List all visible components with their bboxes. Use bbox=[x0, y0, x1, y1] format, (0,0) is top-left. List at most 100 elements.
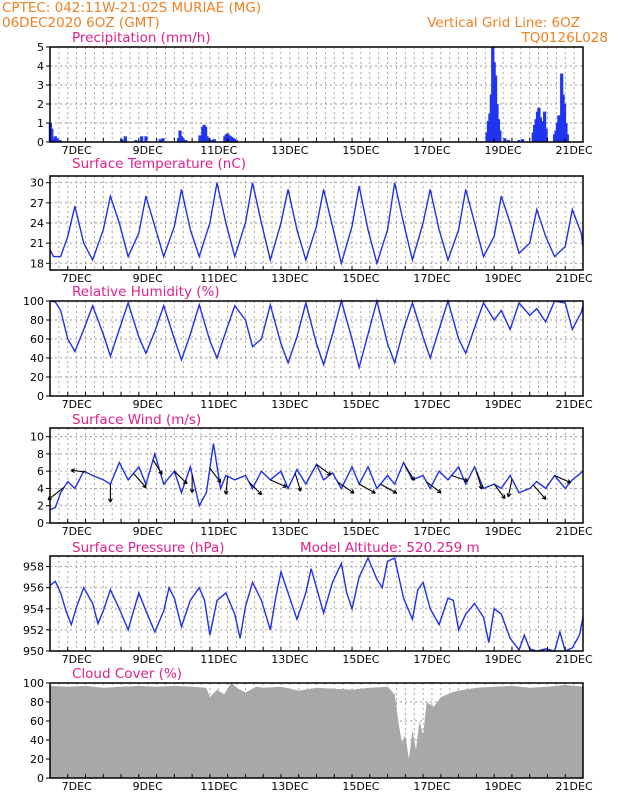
pressure-xtick-label: 19DEC bbox=[484, 653, 521, 666]
wind-arrow bbox=[316, 463, 332, 476]
precip-bar bbox=[498, 130, 502, 142]
precip-ytick-label: 1 bbox=[37, 117, 44, 130]
precip-xtick-label: 21DEC bbox=[556, 144, 593, 157]
pressure-xtick-label: 9DEC bbox=[133, 653, 163, 666]
pressure-xtick-label: 7DEC bbox=[62, 653, 92, 666]
precip-bar bbox=[53, 136, 57, 142]
precip-xtick-label: 13DEC bbox=[271, 144, 308, 157]
precip-ytick-label: 5 bbox=[37, 41, 44, 54]
wind-arrow bbox=[270, 479, 287, 488]
wind-ytick-label: 0 bbox=[37, 517, 44, 530]
wind-panel: 0 2 4 6 8 10 7DEC 9DEC 11DEC 13DEC 15DEC 17DEC 19DEC… bbox=[30, 427, 593, 538]
precip-bar bbox=[123, 136, 127, 142]
wind-arrow bbox=[294, 473, 302, 492]
humidity-ytick-label: 80 bbox=[30, 314, 44, 327]
precip-xtick-label: 17DEC bbox=[413, 144, 450, 157]
wind-xtick-label: 7DEC bbox=[62, 525, 92, 538]
pressure-xtick-label: 17DEC bbox=[413, 653, 450, 666]
precip-bar bbox=[181, 138, 185, 142]
pressure-ytick-label: 952 bbox=[23, 624, 44, 637]
precip-bar bbox=[184, 140, 188, 142]
cloud-ytick-label: 0 bbox=[37, 772, 44, 785]
precip-title: Precipitation (mm/h) bbox=[72, 30, 211, 46]
precip-bar bbox=[565, 134, 569, 142]
wind-xtick-label: 15DEC bbox=[342, 525, 379, 538]
pressure-series-line bbox=[49, 556, 584, 652]
pressure-ytick-label: 954 bbox=[23, 603, 44, 616]
precip-xtick-label: 19DEC bbox=[484, 144, 521, 157]
wind-series-line bbox=[49, 443, 584, 511]
humidity-xtick-label: 21DEC bbox=[556, 398, 593, 411]
humidity-xtick-label: 17DEC bbox=[413, 398, 450, 411]
wind-xtick-label: 19DEC bbox=[484, 525, 521, 538]
temperature-xtick-label: 19DEC bbox=[484, 272, 521, 285]
precip-bar bbox=[161, 138, 165, 142]
humidity-ytick-label: 100 bbox=[23, 295, 44, 308]
temperature-ytick-label: 30 bbox=[30, 177, 44, 190]
cloud-cover-area bbox=[50, 683, 583, 778]
cloud-xtick-label: 21DEC bbox=[556, 780, 593, 793]
cloud-ytick-label: 40 bbox=[30, 734, 44, 747]
temperature-xtick-label: 9DEC bbox=[133, 272, 163, 285]
temperature-xtick-label: 13DEC bbox=[271, 272, 308, 285]
temperature-series-line bbox=[49, 182, 584, 267]
wind-arrow bbox=[404, 465, 415, 481]
cloud-xtick-label: 9DEC bbox=[133, 780, 163, 793]
wind-arrow bbox=[152, 459, 163, 475]
precip-bar bbox=[520, 139, 525, 142]
temperature-xtick-label: 21DEC bbox=[556, 272, 593, 285]
precip-bar bbox=[544, 128, 548, 142]
wind-arrow bbox=[358, 483, 376, 494]
wind-ytick-label: 8 bbox=[37, 448, 44, 461]
header-station: CPTEC: 042:11W-21:02S MURIAE (MG) bbox=[2, 0, 261, 16]
precip-xtick-label: 11DEC bbox=[200, 144, 237, 157]
pressure-xtick-label: 15DEC bbox=[342, 653, 379, 666]
cloud-panel: 0 20 40 60 80 100 7DEC 9DEC 11DEC 13DEC 15DEC 17DEC… bbox=[23, 677, 593, 793]
precip-bar bbox=[158, 139, 162, 142]
wind-ytick-label: 10 bbox=[30, 431, 44, 444]
pressure-xtick-label: 21DEC bbox=[556, 653, 593, 666]
temperature-xtick-label: 15DEC bbox=[342, 272, 379, 285]
wind-arrow bbox=[506, 478, 513, 498]
precip-bar bbox=[144, 136, 148, 142]
humidity-ytick-label: 0 bbox=[37, 390, 44, 403]
pressure-ytick-label: 956 bbox=[23, 582, 44, 595]
pressure-panel: 950 952 954 956 958 7DEC 9DEC 11DEC 13DEC 15DEC 17… bbox=[23, 555, 593, 666]
precip-bar bbox=[55, 138, 59, 142]
precip-bar bbox=[503, 138, 507, 142]
wind-arrow bbox=[426, 481, 442, 494]
cloud-xtick-label: 17DEC bbox=[413, 780, 450, 793]
precip-xtick-label: 9DEC bbox=[133, 144, 163, 157]
pressure-xtick-label: 11DEC bbox=[200, 653, 237, 666]
temperature-ytick-label: 21 bbox=[30, 237, 44, 250]
temperature-xtick-label: 17DEC bbox=[413, 272, 450, 285]
wind-arrow bbox=[108, 484, 113, 503]
pressure-xtick-label: 13DEC bbox=[271, 653, 308, 666]
wind-arrow bbox=[380, 483, 398, 494]
precip-bar bbox=[234, 140, 238, 142]
humidity-xtick-label: 9DEC bbox=[133, 398, 163, 411]
header-run-time: 06DEC2020 6OZ (GMT) bbox=[2, 15, 160, 31]
wind-arrow bbox=[133, 472, 147, 489]
cloud-ytick-label: 60 bbox=[30, 715, 44, 728]
wind-xtick-label: 13DEC bbox=[271, 525, 308, 538]
temperature-xtick-label: 11DEC bbox=[200, 272, 237, 285]
temperature-title: Surface Temperature (nC) bbox=[72, 156, 246, 172]
wind-title: Surface Wind (m/s) bbox=[72, 412, 201, 428]
cloud-xtick-label: 19DEC bbox=[484, 780, 521, 793]
wind-arrow bbox=[248, 481, 263, 496]
model-altitude-label: Model Altitude: 520.259 m bbox=[300, 540, 480, 556]
wind-xtick-label: 11DEC bbox=[200, 525, 237, 538]
cloud-ytick-label: 100 bbox=[23, 677, 44, 690]
cloud-cover-title: Cloud Cover (%) bbox=[72, 666, 182, 682]
precip-bar bbox=[543, 111, 547, 142]
precip-bar bbox=[50, 128, 54, 142]
precip-ytick-label: 2 bbox=[37, 98, 44, 111]
wind-arrow bbox=[475, 471, 484, 490]
humidity-title: Relative Humidity (%) bbox=[72, 284, 220, 300]
temperature-ytick-label: 24 bbox=[30, 217, 44, 230]
wind-arrow bbox=[189, 474, 195, 493]
header-model-code: TQ0126L028 bbox=[520, 30, 608, 46]
wind-ytick-label: 4 bbox=[37, 482, 44, 495]
